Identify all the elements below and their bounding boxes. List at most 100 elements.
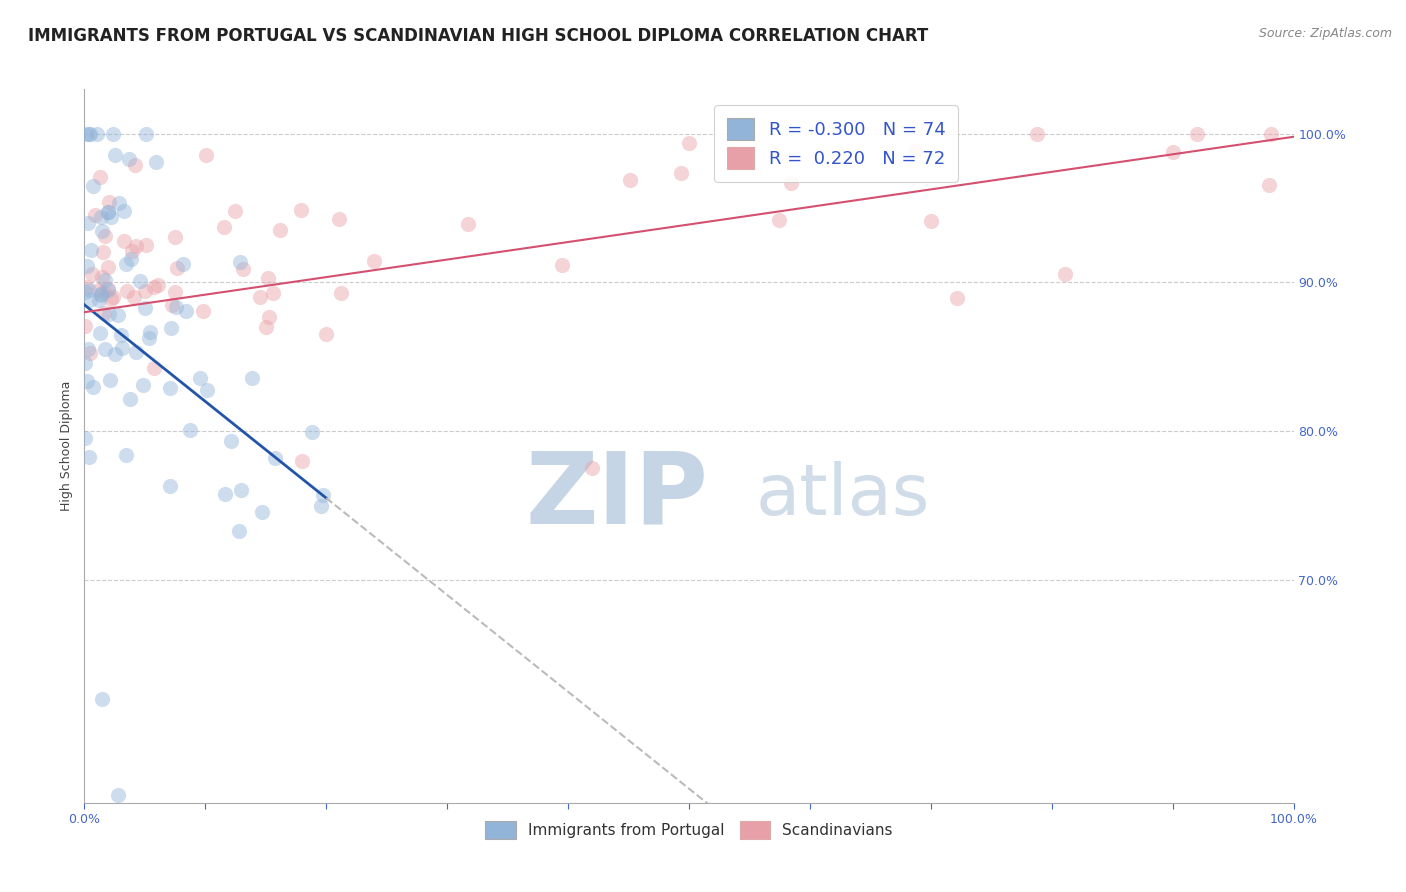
Point	[97, 260, 120, 275]
Point	[124, 239, 146, 253]
Point	[1026, 127, 1049, 141]
Point	[257, 310, 280, 325]
Point	[114, 258, 136, 272]
Point	[134, 301, 156, 315]
Point	[250, 505, 273, 519]
Point	[457, 217, 479, 231]
Point	[79, 127, 101, 141]
Point	[90, 270, 112, 285]
Point	[90, 286, 112, 301]
Point	[73, 431, 96, 445]
Point	[97, 283, 120, 297]
Point	[191, 304, 214, 318]
Text: Source: ZipAtlas.com: Source: ZipAtlas.com	[1258, 27, 1392, 40]
Point	[581, 461, 603, 475]
Point	[172, 257, 194, 271]
Point	[117, 152, 139, 166]
Point	[132, 377, 155, 392]
Point	[254, 320, 277, 334]
Point	[224, 204, 246, 219]
Point	[551, 258, 574, 272]
Point	[87, 283, 110, 297]
Point	[212, 220, 235, 235]
Point	[240, 371, 263, 385]
Point	[108, 195, 131, 210]
Point	[122, 290, 145, 304]
Point	[115, 284, 138, 298]
Point	[904, 144, 927, 158]
Point	[79, 293, 101, 307]
Point	[174, 304, 197, 318]
Point	[79, 346, 101, 360]
Point	[195, 383, 218, 397]
Point	[166, 261, 188, 276]
Point	[77, 283, 100, 297]
Legend: Immigrants from Portugal, Scandinavians: Immigrants from Portugal, Scandinavians	[479, 815, 898, 845]
Point	[75, 318, 97, 333]
Point	[97, 282, 120, 296]
Point	[228, 524, 250, 538]
Point	[104, 347, 127, 361]
Point	[1161, 145, 1184, 159]
Point	[84, 208, 107, 222]
Point	[328, 212, 350, 227]
Point	[138, 331, 160, 345]
Point	[1185, 127, 1208, 141]
Point	[101, 127, 124, 141]
Point	[73, 285, 96, 299]
Point	[94, 228, 117, 243]
Point	[165, 285, 187, 300]
Point	[94, 342, 117, 356]
Point	[159, 320, 181, 334]
Point	[76, 260, 98, 274]
Point	[249, 290, 271, 304]
Point	[134, 285, 156, 299]
Point	[87, 293, 110, 307]
Point	[946, 291, 969, 305]
Point	[678, 136, 700, 150]
Point	[1258, 178, 1281, 192]
Point	[1054, 267, 1077, 281]
Point	[309, 499, 332, 513]
Point	[80, 243, 103, 257]
Point	[269, 223, 291, 237]
Point	[120, 392, 142, 407]
Point	[195, 148, 218, 162]
Point	[262, 285, 284, 300]
Point	[179, 423, 201, 437]
Point	[143, 280, 166, 294]
Point	[91, 224, 114, 238]
Point	[219, 434, 242, 449]
Text: ZIP: ZIP	[526, 448, 709, 544]
Point	[669, 166, 692, 180]
Point	[94, 273, 117, 287]
Point	[129, 274, 152, 288]
Text: IMMIGRANTS FROM PORTUGAL VS SCANDINAVIAN HIGH SCHOOL DIPLOMA CORRELATION CHART: IMMIGRANTS FROM PORTUGAL VS SCANDINAVIAN…	[28, 27, 928, 45]
Point	[100, 211, 122, 225]
Point	[159, 479, 181, 493]
Point	[103, 290, 125, 304]
Point	[780, 176, 803, 190]
Point	[91, 691, 114, 706]
Point	[124, 158, 146, 172]
Text: atlas: atlas	[755, 461, 929, 531]
Point	[135, 127, 157, 141]
Point	[107, 789, 129, 803]
Point	[82, 179, 104, 194]
Point	[75, 280, 97, 294]
Point	[330, 285, 353, 300]
Point	[312, 488, 335, 502]
Point	[77, 127, 100, 141]
Point	[91, 245, 114, 260]
Point	[264, 450, 287, 465]
Point	[90, 210, 112, 224]
Point	[257, 271, 280, 285]
Point	[82, 379, 104, 393]
Point	[301, 425, 323, 439]
Point	[97, 204, 120, 219]
Point	[86, 127, 108, 141]
Point	[291, 454, 314, 468]
Point	[145, 154, 167, 169]
Point	[112, 235, 135, 249]
Point	[80, 268, 103, 282]
